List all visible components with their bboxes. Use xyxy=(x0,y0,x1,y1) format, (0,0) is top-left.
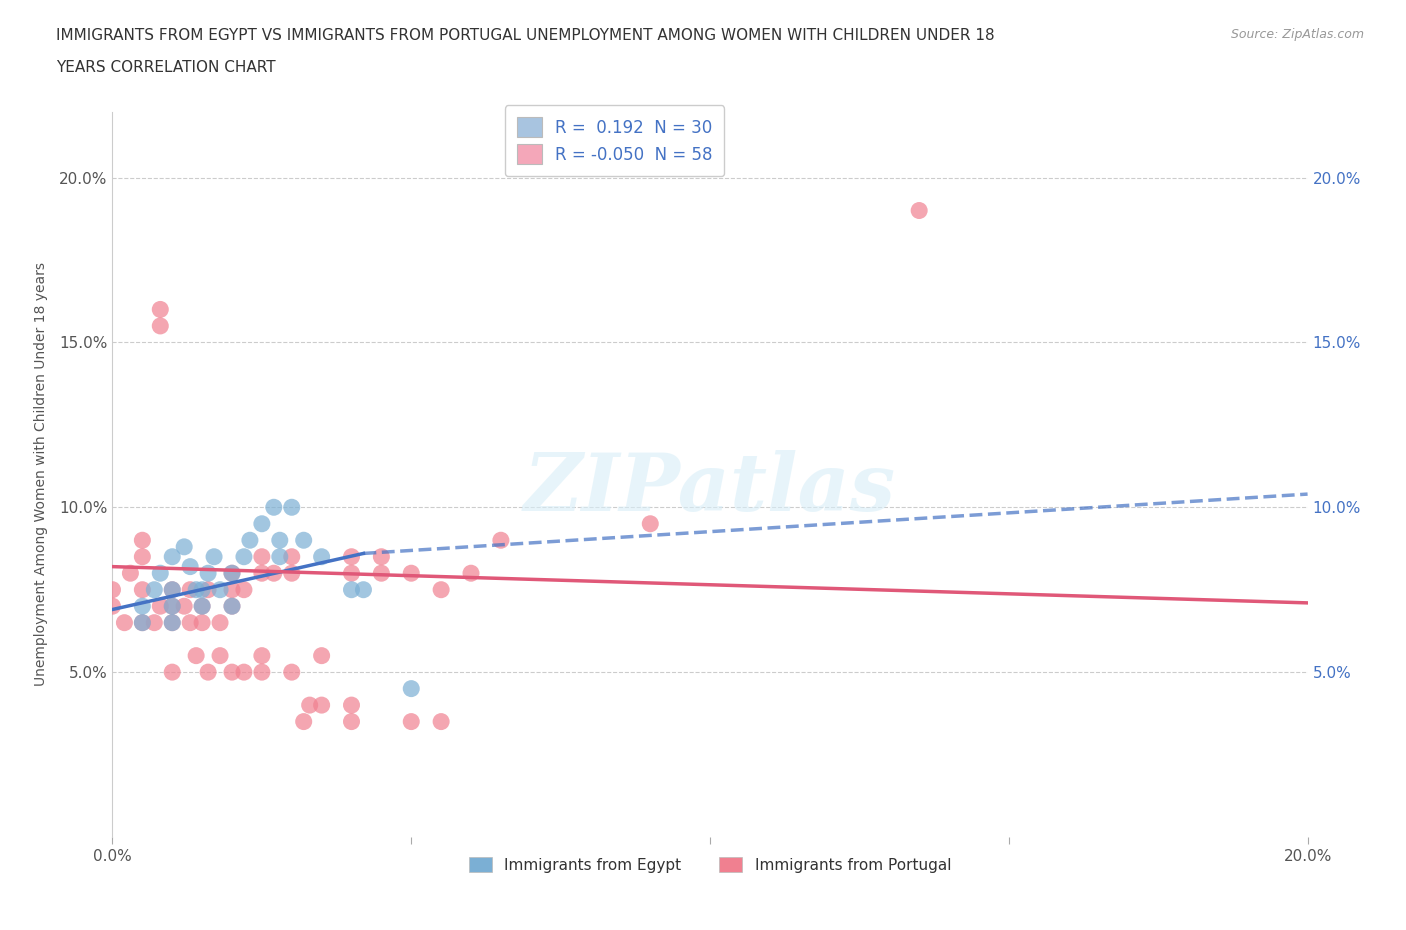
Point xyxy=(191,599,214,614)
Point xyxy=(179,559,201,574)
Point xyxy=(162,582,183,597)
Point xyxy=(162,599,183,614)
Point xyxy=(340,582,363,597)
Point xyxy=(908,203,931,218)
Text: ZIPatlas: ZIPatlas xyxy=(524,450,896,527)
Point xyxy=(197,565,219,580)
Point xyxy=(239,533,262,548)
Point xyxy=(162,599,183,614)
Point xyxy=(131,616,153,631)
Point xyxy=(250,550,273,565)
Point xyxy=(269,550,291,565)
Point xyxy=(162,616,183,631)
Legend: Immigrants from Egypt, Immigrants from Portugal: Immigrants from Egypt, Immigrants from P… xyxy=(461,849,959,880)
Point xyxy=(263,565,285,580)
Point xyxy=(430,714,453,729)
Point xyxy=(401,565,423,580)
Text: IMMIGRANTS FROM EGYPT VS IMMIGRANTS FROM PORTUGAL UNEMPLOYMENT AMONG WOMEN WITH : IMMIGRANTS FROM EGYPT VS IMMIGRANTS FROM… xyxy=(56,28,995,43)
Point xyxy=(209,648,232,663)
Point xyxy=(353,582,375,597)
Point xyxy=(162,582,183,597)
Point xyxy=(173,539,195,554)
Point xyxy=(149,565,172,580)
Y-axis label: Unemployment Among Women with Children Under 18 years: Unemployment Among Women with Children U… xyxy=(34,262,48,686)
Point xyxy=(401,681,423,696)
Point xyxy=(340,550,363,565)
Point xyxy=(221,665,243,680)
Point xyxy=(186,648,208,663)
Point xyxy=(114,616,135,631)
Point xyxy=(340,565,363,580)
Point xyxy=(179,616,201,631)
Point xyxy=(202,550,225,565)
Point xyxy=(250,565,273,580)
Point xyxy=(340,714,363,729)
Point xyxy=(340,698,363,712)
Point xyxy=(179,582,201,597)
Point xyxy=(131,616,153,631)
Point xyxy=(143,582,166,597)
Point xyxy=(173,599,195,614)
Point xyxy=(162,616,183,631)
Point xyxy=(209,616,232,631)
Point xyxy=(370,550,392,565)
Point xyxy=(143,616,166,631)
Text: Source: ZipAtlas.com: Source: ZipAtlas.com xyxy=(1230,28,1364,41)
Point xyxy=(250,516,273,531)
Point xyxy=(233,550,256,565)
Point xyxy=(149,302,172,317)
Point xyxy=(149,599,172,614)
Point xyxy=(221,565,243,580)
Point xyxy=(292,714,315,729)
Point xyxy=(101,599,124,614)
Point xyxy=(221,582,243,597)
Point xyxy=(162,550,183,565)
Point xyxy=(250,665,273,680)
Text: YEARS CORRELATION CHART: YEARS CORRELATION CHART xyxy=(56,60,276,75)
Point xyxy=(250,648,273,663)
Point xyxy=(311,698,333,712)
Point xyxy=(131,599,153,614)
Point xyxy=(101,582,124,597)
Point xyxy=(233,582,256,597)
Point xyxy=(221,565,243,580)
Point xyxy=(162,665,183,680)
Point xyxy=(281,565,304,580)
Point xyxy=(191,616,214,631)
Point xyxy=(401,714,423,729)
Point xyxy=(131,533,153,548)
Point xyxy=(149,318,172,333)
Point xyxy=(311,648,333,663)
Point xyxy=(131,582,153,597)
Point xyxy=(281,499,304,514)
Point xyxy=(191,582,214,597)
Point xyxy=(191,599,214,614)
Point xyxy=(489,533,512,548)
Point xyxy=(298,698,321,712)
Point xyxy=(131,550,153,565)
Point xyxy=(292,533,315,548)
Point xyxy=(263,499,285,514)
Point xyxy=(233,665,256,680)
Point xyxy=(370,565,392,580)
Point xyxy=(197,582,219,597)
Point xyxy=(209,582,232,597)
Point xyxy=(281,550,304,565)
Point xyxy=(221,599,243,614)
Point xyxy=(197,665,219,680)
Point xyxy=(460,565,482,580)
Point xyxy=(120,565,142,580)
Point xyxy=(430,582,453,597)
Point xyxy=(221,599,243,614)
Point xyxy=(186,582,208,597)
Point xyxy=(640,516,662,531)
Point xyxy=(311,550,333,565)
Point xyxy=(281,665,304,680)
Point xyxy=(269,533,291,548)
